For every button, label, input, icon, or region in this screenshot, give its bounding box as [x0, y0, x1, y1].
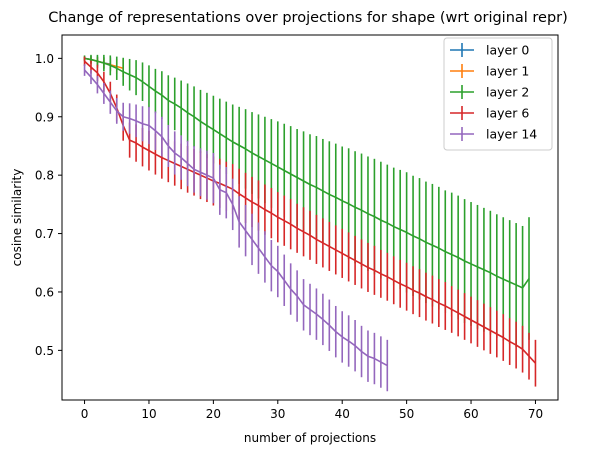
series-line: [84, 57, 530, 289]
y-tick-label: 0.7: [35, 227, 54, 241]
legend-box: [443, 37, 553, 151]
y-tick-label: 0.8: [35, 169, 54, 183]
legend-label: layer 6: [486, 106, 529, 121]
x-tick-label: 0: [81, 407, 89, 421]
x-tick-label: 60: [463, 407, 478, 421]
series-layer-14: [83, 64, 389, 392]
series-layer: [83, 54, 537, 392]
series-line: [83, 69, 388, 367]
y-axis: 0.5 0.6 0.7 0.8 0.9 1.0: [35, 52, 62, 358]
plot-area: [61, 34, 559, 401]
x-tick-label: 70: [528, 407, 543, 421]
x-axis: 0 10 20 30 40 50 60 70: [81, 400, 543, 421]
legend-label: layer 0: [486, 43, 529, 58]
legend-entry: layer 14: [450, 127, 537, 142]
chart-title: Change of representations over projectio…: [48, 10, 568, 26]
y-tick-label: 0.6: [35, 285, 54, 299]
legend-entry: layer 0: [450, 43, 529, 58]
x-tick-label: 40: [335, 407, 350, 421]
x-tick-label: 10: [141, 407, 156, 421]
legend-entry: layer 6: [450, 106, 529, 121]
y-tick-label: 0.5: [35, 344, 54, 358]
legend-entry: layer 2: [450, 85, 529, 100]
y-tick-label: 0.9: [35, 110, 54, 124]
legend-label: layer 14: [486, 127, 537, 142]
x-tick-label: 30: [270, 407, 285, 421]
legend-entry: layer 1: [450, 64, 529, 79]
legend-label: layer 2: [486, 85, 529, 100]
legend-entries: layer 0 layer 1 layer 2 layer 6 layer 14: [450, 43, 537, 142]
legend: layer 0 layer 1 layer 2 layer 6 layer 14: [443, 37, 553, 151]
legend-label: layer 1: [486, 64, 529, 79]
y-axis-label: cosine similarity: [10, 169, 24, 267]
x-tick-label: 50: [399, 407, 414, 421]
plot-frame: [61, 34, 559, 401]
x-tick-label: 20: [206, 407, 221, 421]
y-tick-label: 1.0: [35, 52, 54, 66]
series-line: [84, 60, 537, 364]
x-axis-label: number of projections: [244, 431, 376, 445]
